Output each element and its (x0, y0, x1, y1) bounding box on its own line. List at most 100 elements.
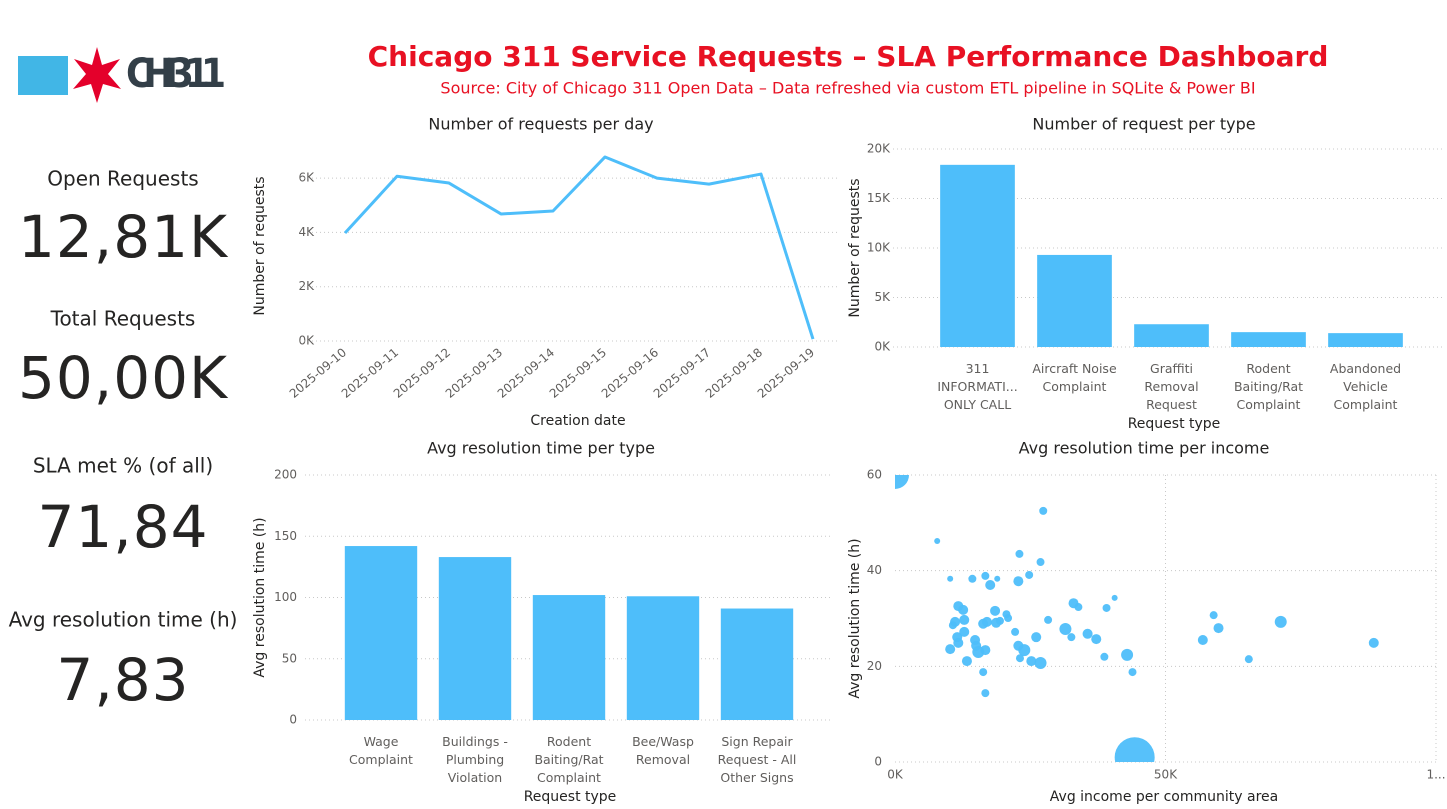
point (959, 614, 970, 625)
point (961, 656, 972, 667)
point (1013, 576, 1024, 587)
point (985, 580, 996, 591)
point (1100, 652, 1109, 661)
point (1026, 656, 1037, 667)
x-tick-label: 1... (1426, 768, 1445, 782)
point (1114, 737, 1155, 762)
y-tick-label: 40 (867, 563, 882, 577)
bar (1231, 332, 1306, 347)
logo-text: CHI311 (126, 51, 226, 97)
point (1274, 615, 1287, 628)
point (970, 635, 981, 646)
y-tick-label: 6K (298, 171, 315, 185)
x-axis-label: Avg income per community area (1050, 789, 1278, 805)
y-axis-label: Number of requests (252, 176, 268, 315)
x-axis-label: Creation date (530, 413, 625, 429)
bar (438, 557, 512, 720)
kpi-value: 12,81K (18, 203, 229, 271)
point (1082, 628, 1093, 639)
x-tick-label: Sign Repair Request - All Other Signs (717, 734, 797, 785)
x-tick-label: 311 INFORMATI... ONLY CALL (937, 361, 1018, 412)
bar (1328, 333, 1403, 347)
point (1036, 558, 1045, 567)
kpi-label: Open Requests (47, 167, 198, 191)
y-tick-label: 0 (289, 713, 297, 727)
point (1044, 615, 1053, 624)
x-tick-label: Wage Complaint (349, 734, 413, 767)
point (1018, 644, 1031, 657)
y-tick-label: 50 (282, 651, 297, 665)
point (1209, 611, 1218, 620)
y-tick-label: 150 (274, 529, 297, 543)
point (1102, 603, 1111, 612)
y-tick-label: 60 (867, 468, 882, 482)
x-tick-label: Rodent Baiting/Rat Complaint (1233, 361, 1304, 412)
point (959, 626, 970, 637)
point (1011, 627, 1020, 636)
point (1128, 668, 1137, 677)
y-tick-label: 0 (874, 755, 882, 769)
page-title: Chicago 311 Service Requests – SLA Perfo… (368, 40, 1329, 73)
point (958, 604, 969, 615)
chart-title: Number of requests per day (428, 115, 653, 134)
chart-title: Avg resolution time per income (1019, 439, 1270, 458)
bar (532, 595, 606, 720)
x-tick-label-box: Wage Complaint (349, 734, 413, 767)
bar (940, 164, 1015, 347)
x-tick-label-box: Abandoned Vehicle Complaint (1329, 361, 1402, 412)
kpi-value: 50,00K (18, 344, 229, 412)
chart-title: Number of request per type (1032, 115, 1255, 134)
point (948, 621, 957, 630)
x-tick-label: 0K (887, 768, 904, 782)
points (895, 475, 1379, 762)
point (1197, 635, 1208, 646)
y-tick-label: 0K (874, 340, 891, 354)
point (1004, 614, 1013, 623)
point (990, 605, 1001, 616)
point (1091, 634, 1102, 645)
point (1059, 623, 1072, 636)
point (1025, 570, 1034, 579)
point (1074, 603, 1083, 612)
y-axis-label: Avg resolution time (h) (847, 538, 863, 698)
point (953, 637, 964, 648)
page-subtitle: Source: City of Chicago 311 Open Data – … (440, 79, 1255, 98)
point (1121, 648, 1134, 661)
bar (626, 596, 700, 720)
logo-block (18, 56, 68, 95)
y-tick-label: 5K (874, 290, 891, 304)
y-tick-label: 100 (274, 590, 297, 604)
y-tick-label: 2K (298, 279, 315, 293)
point (945, 644, 956, 655)
y-tick-label: 0K (298, 334, 315, 348)
point (934, 538, 941, 545)
kpi-label: SLA met % (of all) (33, 454, 213, 478)
x-tick-label: Abandoned Vehicle Complaint (1329, 361, 1402, 412)
y-tick-label: 4K (298, 225, 315, 239)
point (895, 475, 909, 489)
point (1213, 623, 1224, 634)
point (981, 689, 990, 698)
point (981, 616, 992, 627)
x-tick-label-box: Rodent Baiting/Rat Complaint (1233, 361, 1304, 412)
y-tick-label: 15K (867, 191, 891, 205)
point (981, 571, 990, 580)
y-tick-label: 20 (867, 659, 882, 673)
y-tick-label: 10K (867, 241, 891, 255)
x-tick-label: Bee/Wasp Removal (632, 734, 694, 767)
kpi-value: 7,83 (56, 646, 189, 714)
point (1039, 506, 1048, 515)
point (980, 645, 991, 656)
point (947, 575, 954, 582)
x-tick-label-box: Graffiti Removal Request (1144, 361, 1198, 412)
x-tick-label-box: Buildings - Plumbing Violation (442, 734, 508, 785)
point (1368, 637, 1379, 648)
logo-star (73, 47, 121, 103)
x-tick-label: Aircraft Noise Complaint (1032, 361, 1117, 394)
point (1067, 633, 1076, 642)
point (1031, 632, 1042, 643)
bar (1134, 324, 1209, 347)
line (343, 155, 815, 340)
point (1034, 656, 1047, 669)
x-tick-label: 50K (1154, 768, 1178, 782)
